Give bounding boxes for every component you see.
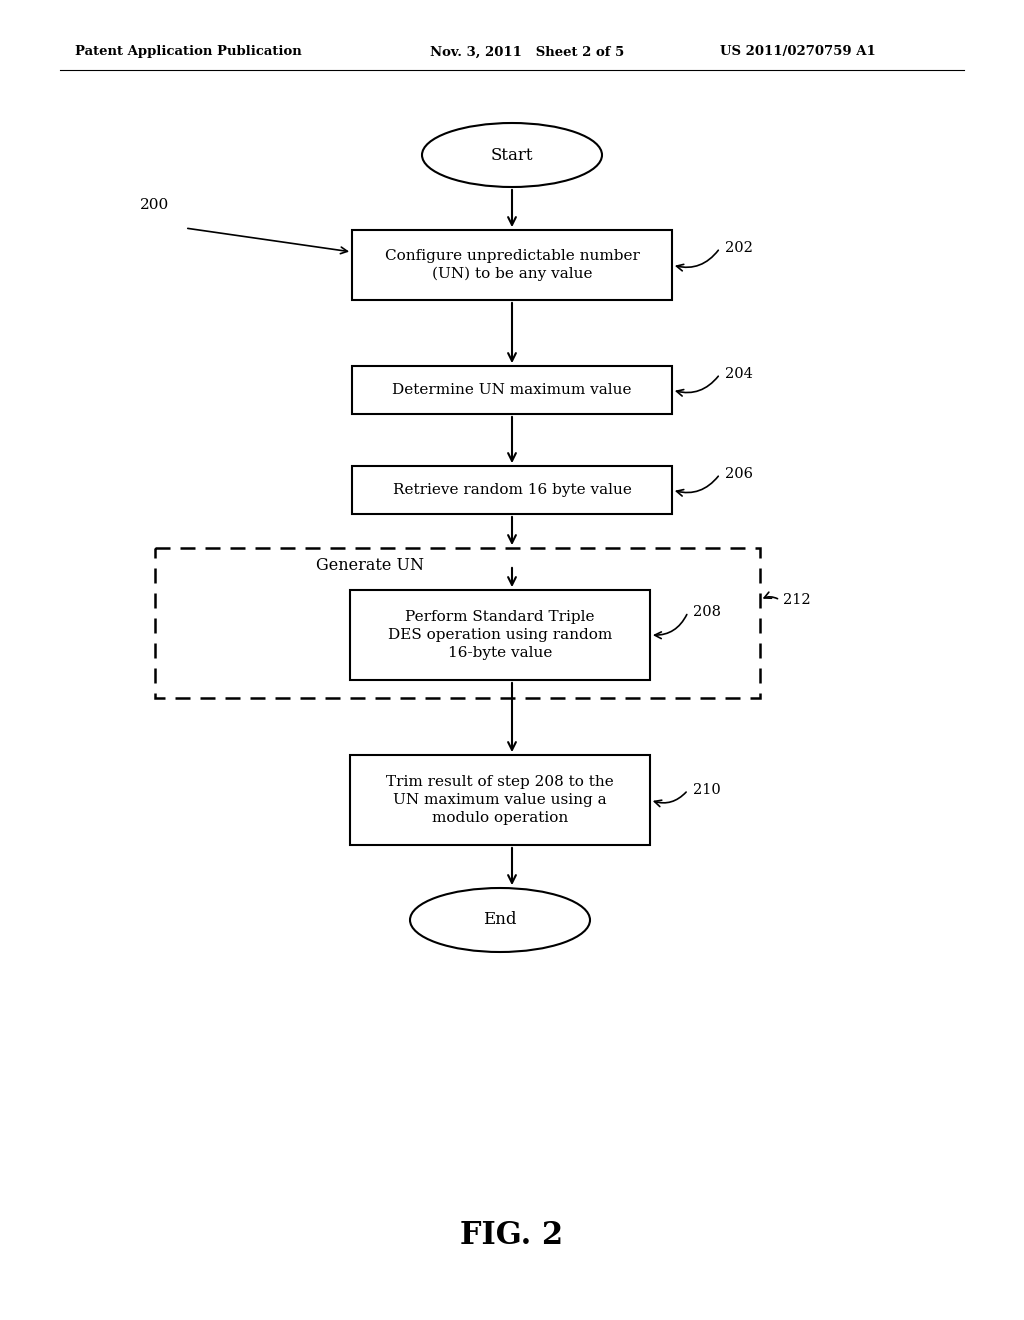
Text: FIG. 2: FIG. 2 — [461, 1220, 563, 1250]
Text: Retrieve random 16 byte value: Retrieve random 16 byte value — [392, 483, 632, 498]
Text: Configure unpredictable number
(UN) to be any value: Configure unpredictable number (UN) to b… — [385, 248, 639, 281]
Text: 208: 208 — [693, 605, 721, 619]
Text: Start: Start — [490, 147, 534, 164]
Ellipse shape — [410, 888, 590, 952]
Text: End: End — [483, 912, 517, 928]
Text: 212: 212 — [783, 593, 811, 607]
Text: Trim result of step 208 to the
UN maximum value using a
modulo operation: Trim result of step 208 to the UN maximu… — [386, 775, 613, 825]
Bar — [155, 548, 760, 698]
Bar — [350, 590, 650, 680]
Text: 200: 200 — [140, 198, 170, 213]
Text: 210: 210 — [693, 783, 721, 797]
Text: Nov. 3, 2011   Sheet 2 of 5: Nov. 3, 2011 Sheet 2 of 5 — [430, 45, 625, 58]
Text: Generate UN: Generate UN — [316, 557, 424, 573]
Bar — [352, 230, 672, 300]
Text: 202: 202 — [725, 242, 753, 255]
Text: Determine UN maximum value: Determine UN maximum value — [392, 383, 632, 397]
Bar — [352, 366, 672, 414]
Text: 204: 204 — [725, 367, 753, 381]
Text: Patent Application Publication: Patent Application Publication — [75, 45, 302, 58]
Text: Perform Standard Triple
DES operation using random
16-byte value: Perform Standard Triple DES operation us… — [388, 610, 612, 660]
Bar — [350, 755, 650, 845]
Bar — [352, 466, 672, 513]
Text: 206: 206 — [725, 467, 753, 480]
Ellipse shape — [422, 123, 602, 187]
Text: US 2011/0270759 A1: US 2011/0270759 A1 — [720, 45, 876, 58]
